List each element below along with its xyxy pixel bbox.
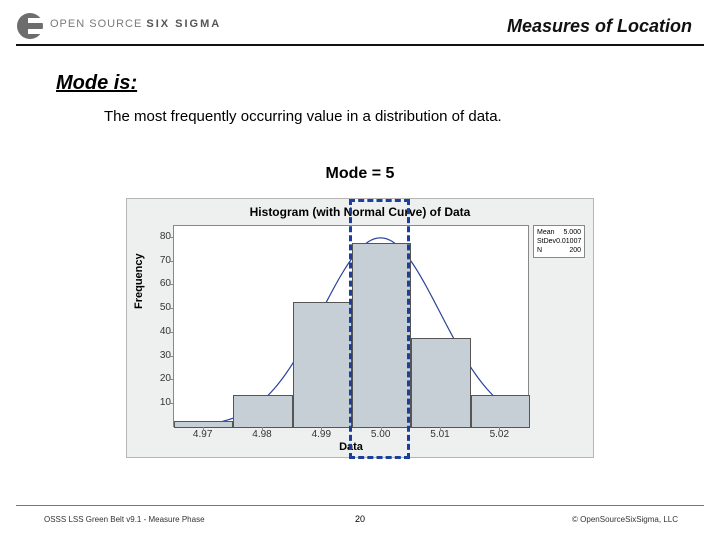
ytick-mark xyxy=(169,403,173,404)
histogram-chart: Histogram (with Normal Curve) of Data Fr… xyxy=(126,198,594,458)
page-title: Measures of Location xyxy=(507,16,692,37)
xtick-mark xyxy=(203,427,204,431)
ytick-mark xyxy=(169,237,173,238)
ytick-mark xyxy=(169,356,173,357)
xtick-mark xyxy=(321,427,322,431)
mode-highlight-box xyxy=(349,199,410,459)
stat-n-value: 200 xyxy=(569,246,581,255)
definition-text: The most frequently occurring value in a… xyxy=(104,108,502,125)
stat-stdev-label: StDev xyxy=(537,237,556,246)
footer-rule xyxy=(16,505,704,506)
histogram-bar xyxy=(174,421,233,428)
y-axis-label: Frequency xyxy=(133,253,145,309)
stat-stdev-value: 0.01007 xyxy=(556,237,581,246)
stat-n-label: N xyxy=(537,246,542,255)
brand-text: OPEN SOURCE SIX SIGMA xyxy=(50,18,221,30)
histogram-bar xyxy=(471,395,530,428)
histogram-bar xyxy=(411,338,470,428)
ytick-mark xyxy=(169,332,173,333)
stat-mean-label: Mean xyxy=(537,228,555,237)
stat-mean-value: 5.000 xyxy=(563,228,581,237)
ytick-mark xyxy=(169,261,173,262)
xtick-mark xyxy=(262,427,263,431)
histogram-bar xyxy=(233,395,292,428)
histogram-bar xyxy=(293,302,352,428)
ytick-mark xyxy=(169,308,173,309)
header-rule xyxy=(16,44,704,46)
brand-right: SIX SIGMA xyxy=(146,18,221,30)
brand-left: OPEN SOURCE xyxy=(50,18,142,30)
stats-box: Mean 5.000 StDev0.01007 N 200 xyxy=(533,225,585,258)
ytick-mark xyxy=(169,284,173,285)
logo-icon xyxy=(16,12,44,40)
ytick-mark xyxy=(169,379,173,380)
xtick-mark xyxy=(499,427,500,431)
mode-statement: Mode = 5 xyxy=(0,165,720,183)
footer-right: © OpenSourceSixSigma, LLC xyxy=(572,515,678,524)
heading: Mode is: xyxy=(56,72,137,95)
xtick-mark xyxy=(440,427,441,431)
